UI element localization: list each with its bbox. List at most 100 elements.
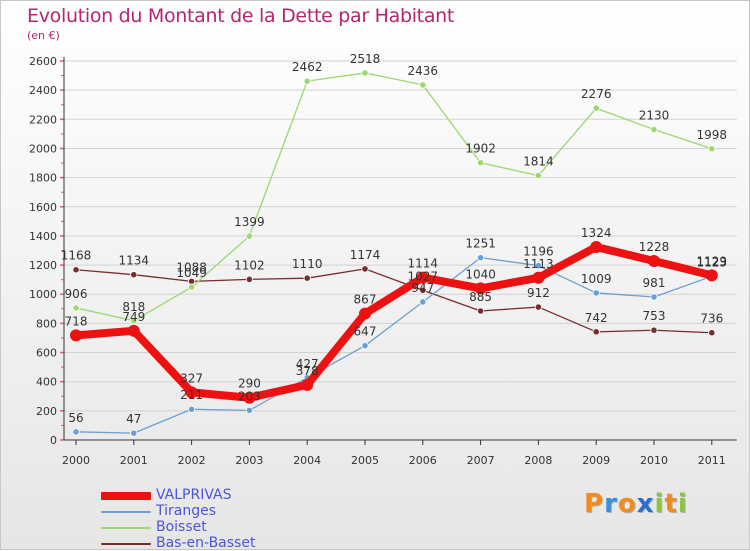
data-label: 1196 (523, 245, 554, 259)
data-label: 47 (126, 412, 141, 426)
y-tick-label: 2200 (29, 113, 57, 126)
legend-swatch (101, 527, 151, 529)
legend-swatch (101, 492, 151, 500)
data-label: 947 (411, 281, 434, 295)
data-point (474, 282, 487, 295)
data-point (303, 77, 311, 85)
data-point (419, 81, 427, 89)
legend: VALPRIVAS Tiranges Boisset Bas-en-Basset (101, 487, 301, 551)
data-point (592, 289, 600, 297)
data-label: 1134 (119, 254, 150, 268)
y-tick-label: 1400 (29, 230, 57, 243)
data-label: 749 (122, 310, 145, 324)
legend-item: Boisset (101, 519, 301, 535)
axes: 0 200 400 600 800 1000 1200 1400 1600 1800 2000 220… (29, 55, 737, 467)
x-tick-label: 2003 (235, 454, 263, 467)
x-tick-label: 2001 (120, 454, 148, 467)
data-point (650, 293, 658, 301)
data-point (650, 326, 658, 334)
data-point (70, 329, 82, 342)
data-label: 1123 (697, 255, 728, 269)
data-label: 1102 (234, 258, 265, 272)
logo-letter: t (664, 489, 678, 519)
y-tick-label: 2000 (29, 142, 57, 155)
logo-letter: r (604, 489, 618, 519)
data-point (130, 317, 138, 325)
data-point (534, 262, 543, 270)
x-tick-label: 2009 (582, 454, 610, 467)
data-label: 912 (527, 286, 550, 300)
data-point (188, 405, 196, 413)
data-label: 290 (238, 377, 261, 391)
data-point (361, 265, 369, 273)
data-label: 1009 (581, 272, 612, 286)
legend-swatch (101, 511, 151, 513)
data-label: 427 (296, 357, 319, 371)
x-tick-label: 2011 (698, 454, 726, 467)
x-tick-label: 2002 (178, 454, 206, 467)
data-label: 1228 (639, 240, 670, 254)
data-label: 2130 (639, 109, 670, 123)
legend-swatch (101, 543, 151, 545)
data-label: 327 (180, 371, 203, 385)
y-tick-label: 2400 (29, 84, 57, 97)
data-label: 867 (354, 293, 377, 307)
data-label: 2276 (581, 87, 612, 101)
data-label: 2436 (408, 64, 439, 78)
legend-label: Tiranges (156, 503, 217, 519)
data-labels: 718 749 327 290 378 867 1114 1040 1113 1324 1228 11… (61, 52, 727, 426)
x-tick-label: 2000 (62, 454, 90, 467)
data-point (419, 298, 427, 306)
data-point (590, 241, 603, 254)
data-label: 1814 (523, 155, 554, 169)
y-tick-label: 600 (36, 347, 57, 360)
data-point (476, 307, 485, 315)
logo-letter: i (654, 489, 665, 519)
data-label: 1998 (697, 128, 728, 142)
data-point (708, 145, 716, 153)
series-line-tiranges (75, 256, 713, 434)
x-tick-label: 2008 (524, 454, 552, 467)
data-point (188, 283, 196, 291)
data-point (534, 171, 543, 180)
data-point (532, 271, 545, 284)
series-lines (70, 69, 718, 437)
data-point (303, 274, 311, 282)
legend-item: Bas-en-Basset (101, 535, 301, 551)
data-label: 981 (643, 276, 666, 290)
data-label: 2518 (350, 52, 381, 66)
y-tick-label: 1200 (29, 259, 57, 272)
y-tick-label: 1000 (29, 288, 57, 301)
y-tick-label: 1800 (29, 172, 57, 185)
data-point (130, 429, 138, 437)
x-tick-label: 2007 (467, 454, 495, 467)
data-label: 885 (469, 290, 492, 304)
series-line-valprivas (72, 243, 716, 402)
data-label: 718 (65, 314, 88, 328)
logo-letter: o (617, 489, 637, 519)
data-label: 1399 (234, 215, 265, 229)
data-label: 736 (700, 312, 723, 326)
data-point (72, 304, 80, 312)
data-label: 1113 (523, 257, 554, 271)
chart-title: Evolution du Montant de la Dette par Hab… (27, 5, 455, 27)
x-tick-label: 2006 (409, 454, 437, 467)
data-label: 1027 (408, 269, 439, 283)
legend-item: Tiranges (101, 503, 301, 519)
data-label: 1324 (581, 226, 612, 240)
proxiti-logo: Proxiti (584, 489, 688, 519)
y-tick-label: 800 (36, 317, 57, 330)
data-point (592, 104, 600, 112)
data-point (72, 428, 80, 436)
data-point (130, 271, 138, 279)
data-point (185, 386, 198, 399)
x-tick-label: 2010 (640, 454, 668, 467)
data-label: 1110 (292, 257, 323, 271)
data-point (708, 329, 716, 337)
data-point (301, 378, 314, 391)
y-tick-label: 1600 (29, 201, 57, 214)
x-tick-label: 2005 (351, 454, 379, 467)
logo-letter: P (584, 489, 605, 519)
